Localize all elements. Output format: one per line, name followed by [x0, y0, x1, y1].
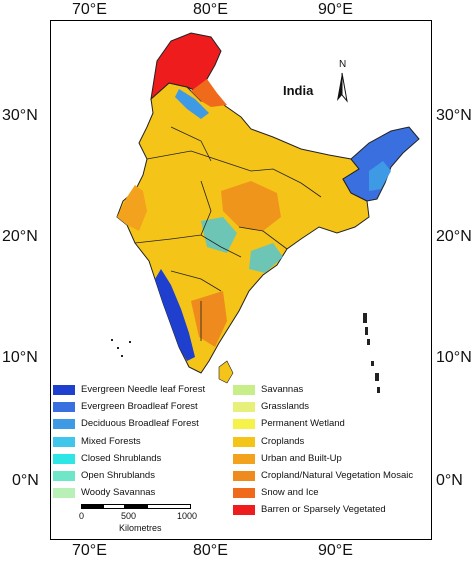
- legend-item: Evergreen Broadleaf Forest: [53, 401, 228, 415]
- country-label: India: [283, 83, 314, 98]
- axis-right-0n: 0°N: [436, 472, 463, 489]
- legend-swatch: [53, 453, 75, 464]
- legend-label: Grasslands: [261, 401, 310, 413]
- legend: Evergreen Needle leaf Forest Evergreen Br…: [53, 382, 431, 539]
- legend-label: Cropland/Natural Vegetation Mosaic: [261, 470, 414, 481]
- legend-swatch: [233, 419, 255, 430]
- axis-top-90e: 90°E: [318, 1, 353, 18]
- lakshadweep-islands: [111, 339, 131, 357]
- scale-bar-seg-1: [81, 504, 103, 509]
- scale-bar-seg-4: [147, 504, 191, 509]
- scale-tick-1000: 1000: [177, 511, 198, 521]
- legend-swatch: [233, 402, 255, 413]
- legend-item: Urban and Built-Up: [233, 453, 431, 467]
- northeast-deciduous-patch: [369, 161, 391, 191]
- scale-bar-seg-3: [125, 504, 147, 509]
- legend-label: Savannas: [261, 384, 304, 395]
- andaman-nicobar-islands: [363, 313, 380, 393]
- axis-right-10n: 10°N: [436, 349, 472, 366]
- scale-units: Kilometres: [119, 523, 162, 533]
- legend-swatch: [233, 385, 255, 395]
- axis-bottom-70e: 70°E: [72, 542, 107, 559]
- scale-bar: 0 500 1000 Kilometres: [79, 502, 211, 536]
- legend-item: Snow and Ice: [233, 487, 431, 501]
- central-mosaic-patch: [221, 181, 281, 231]
- state-boundaries: [134, 126, 322, 341]
- legend-label: Croplands: [261, 435, 305, 447]
- axis-left-0n: 0°N: [12, 472, 39, 489]
- legend-swatch: [53, 471, 75, 481]
- scale-tick-0: 0: [79, 511, 85, 521]
- legend-swatch: [53, 436, 75, 447]
- legend-item: Croplands: [233, 436, 431, 450]
- scale-bar-seg-2: [103, 504, 125, 509]
- southern-mosaic: [191, 291, 227, 347]
- axis-left-30n: 30°N: [2, 107, 38, 124]
- north-arrow-icon: [337, 72, 348, 103]
- axis-left-20n: 20°N: [2, 228, 38, 245]
- legend-item: Closed Shrublands: [53, 453, 228, 467]
- legend-item: Savannas: [233, 384, 431, 398]
- legend-label: Mixed Forests: [81, 435, 141, 447]
- legend-label: Urban and Built-Up: [261, 452, 342, 464]
- legend-item: Open Shrublands: [53, 470, 228, 484]
- legend-item: Permanent Wetland: [233, 418, 431, 432]
- himalaya-forest-band: [175, 89, 209, 119]
- himalaya-snow-band: [191, 79, 227, 107]
- eastern-ghat-patch: [249, 243, 283, 273]
- axis-bottom-90e: 90°E: [318, 542, 353, 559]
- axis-bottom-80e: 80°E: [193, 542, 228, 559]
- legend-label: Deciduous Broadleaf Forest: [81, 418, 199, 430]
- legend-label: Open Shrublands: [81, 470, 155, 481]
- land-cover-map: [111, 32, 420, 393]
- legend-label: Closed Shrublands: [81, 452, 162, 464]
- legend-swatch: [53, 419, 75, 430]
- western-open-shrub-region: [117, 185, 147, 231]
- legend-swatch: [53, 402, 75, 413]
- legend-item: Cropland/Natural Vegetation Mosaic: [233, 470, 431, 484]
- map-frame: India N Evergreen Needle leaf Forest Ever…: [50, 20, 432, 540]
- legend-swatch: [53, 385, 75, 395]
- legend-swatch: [233, 471, 255, 481]
- legend-item: Grasslands: [233, 401, 431, 415]
- legend-label: Woody Savannas: [81, 487, 156, 499]
- legend-swatch: [53, 488, 75, 499]
- axis-right-30n: 30°N: [436, 107, 472, 124]
- legend-label: Barren or Sparsely Vegetated: [261, 504, 386, 516]
- north-letter: N: [339, 59, 347, 70]
- legend-item: Mixed Forests: [53, 436, 228, 450]
- legend-label: Snow and Ice: [261, 487, 319, 499]
- axis-right-20n: 20°N: [436, 228, 472, 245]
- central-forest-patch: [201, 217, 237, 253]
- scale-tick-500: 500: [121, 511, 137, 521]
- legend-item: Barren or Sparsely Vegetated: [233, 504, 431, 518]
- axis-left-10n: 10°N: [2, 349, 38, 366]
- axis-top-80e: 80°E: [193, 1, 228, 18]
- legend-swatch: [233, 488, 255, 499]
- western-ghats-strip: [155, 269, 195, 361]
- legend-label: Permanent Wetland: [261, 418, 345, 430]
- sri-lanka: [218, 360, 234, 384]
- legend-swatch: [233, 453, 255, 464]
- legend-swatch: [233, 436, 255, 447]
- legend-swatch: [233, 505, 255, 516]
- axis-top-70e: 70°E: [72, 1, 107, 18]
- legend-item: Evergreen Needle leaf Forest: [53, 384, 228, 398]
- legend-item: Deciduous Broadleaf Forest: [53, 418, 228, 432]
- legend-item: Woody Savannas: [53, 487, 228, 501]
- legend-label: Evergreen Broadleaf Forest: [81, 401, 198, 413]
- legend-label: Evergreen Needle leaf Forest: [81, 384, 206, 395]
